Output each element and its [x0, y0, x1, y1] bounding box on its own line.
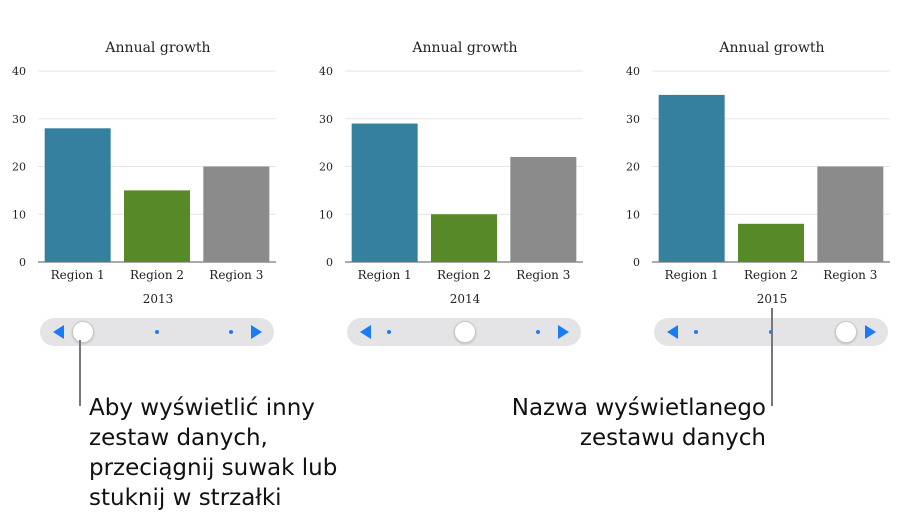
- category-label: Region 2: [437, 268, 491, 282]
- y-tick-label: 30: [12, 113, 26, 126]
- dataset-dot[interactable]: [155, 330, 159, 334]
- category-label: Region 2: [744, 268, 798, 282]
- bar-chart-2015: Annual growth 2015 0 10 20 30 40 Region 1 Regi…: [626, 40, 890, 306]
- y-tick-label: 10: [626, 208, 640, 221]
- bar-region-1: [351, 123, 418, 263]
- bar-chart-2014: Annual growth 2014 0 10 20 30 40 Region 1 Regi…: [319, 40, 583, 306]
- category-label: Region 1: [51, 268, 105, 282]
- bar-region-1: [658, 94, 725, 262]
- y-tick-label: 30: [319, 113, 333, 126]
- dataset-dot[interactable]: [387, 330, 391, 334]
- dataset-name: 2013: [143, 292, 174, 306]
- y-tick-label: 40: [319, 65, 333, 78]
- y-tick-label: 20: [626, 161, 640, 174]
- dataset-name: 2014: [450, 292, 481, 306]
- chart-title: Annual growth: [411, 40, 517, 56]
- y-tick-label: 10: [12, 208, 26, 221]
- callout-line-dataset-name: [771, 308, 773, 406]
- slider-thumb[interactable]: [454, 321, 476, 343]
- next-arrow-icon[interactable]: [558, 325, 569, 339]
- bar-region-1: [44, 128, 111, 262]
- next-arrow-icon[interactable]: [251, 325, 262, 339]
- dataset-dot[interactable]: [229, 330, 233, 334]
- slider-thumb[interactable]: [72, 321, 94, 343]
- y-tick-label: 40: [626, 65, 640, 78]
- category-label: Region 3: [823, 268, 877, 282]
- previous-arrow-icon[interactable]: [53, 325, 64, 339]
- category-label: Region 3: [516, 268, 570, 282]
- bar-region-2: [124, 190, 190, 262]
- bar-region-3: [817, 166, 884, 262]
- category-label: Region 1: [665, 268, 719, 282]
- previous-arrow-icon[interactable]: [360, 325, 371, 339]
- y-tick-label: 0: [633, 256, 640, 269]
- slider-callout-text: Aby wyświetlić inny zestaw danych, przec…: [89, 395, 338, 511]
- y-tick-label: 40: [12, 65, 26, 78]
- bar-chart-2013: Annual growth 2013 0 10 20 30 40 Region 1 Regi…: [12, 40, 276, 306]
- chart-title: Annual growth: [718, 40, 824, 56]
- y-tick-label: 0: [326, 256, 333, 269]
- y-tick-label: 0: [19, 256, 26, 269]
- bar-region-3: [203, 166, 270, 262]
- category-label: Region 2: [130, 268, 184, 282]
- chart-panel-2015: Annual growth 2015 0 10 20 30 40 Region 1 Regi…: [614, 0, 904, 360]
- category-label: Region 3: [209, 268, 263, 282]
- dataset-name-callout-text: Nazwa wyświetlanego zestawu danych: [511, 395, 766, 451]
- chart-title: Annual growth: [104, 40, 210, 56]
- category-label: Region 1: [358, 268, 412, 282]
- y-tick-label: 20: [319, 161, 333, 174]
- chart-panel-2014: Annual growth 2014 0 10 20 30 40 Region 1 Regi…: [307, 0, 597, 360]
- bar-region-3: [510, 156, 577, 262]
- bar-region-2: [431, 214, 497, 262]
- dataset-slider[interactable]: [40, 318, 274, 346]
- previous-arrow-icon[interactable]: [667, 325, 678, 339]
- dataset-name: 2015: [757, 292, 788, 306]
- y-tick-label: 30: [626, 113, 640, 126]
- dataset-slider[interactable]: [347, 318, 581, 346]
- slider-thumb[interactable]: [835, 321, 857, 343]
- y-tick-label: 20: [12, 161, 26, 174]
- chart-panel-2013: Annual growth 2013 0 10 20 30 40 Region 1 Regi…: [0, 0, 290, 360]
- callout-line-slider: [79, 340, 81, 406]
- dataset-dot[interactable]: [694, 330, 698, 334]
- dataset-dot[interactable]: [536, 330, 540, 334]
- y-tick-label: 10: [319, 208, 333, 221]
- bar-region-2: [738, 223, 804, 262]
- next-arrow-icon[interactable]: [865, 325, 876, 339]
